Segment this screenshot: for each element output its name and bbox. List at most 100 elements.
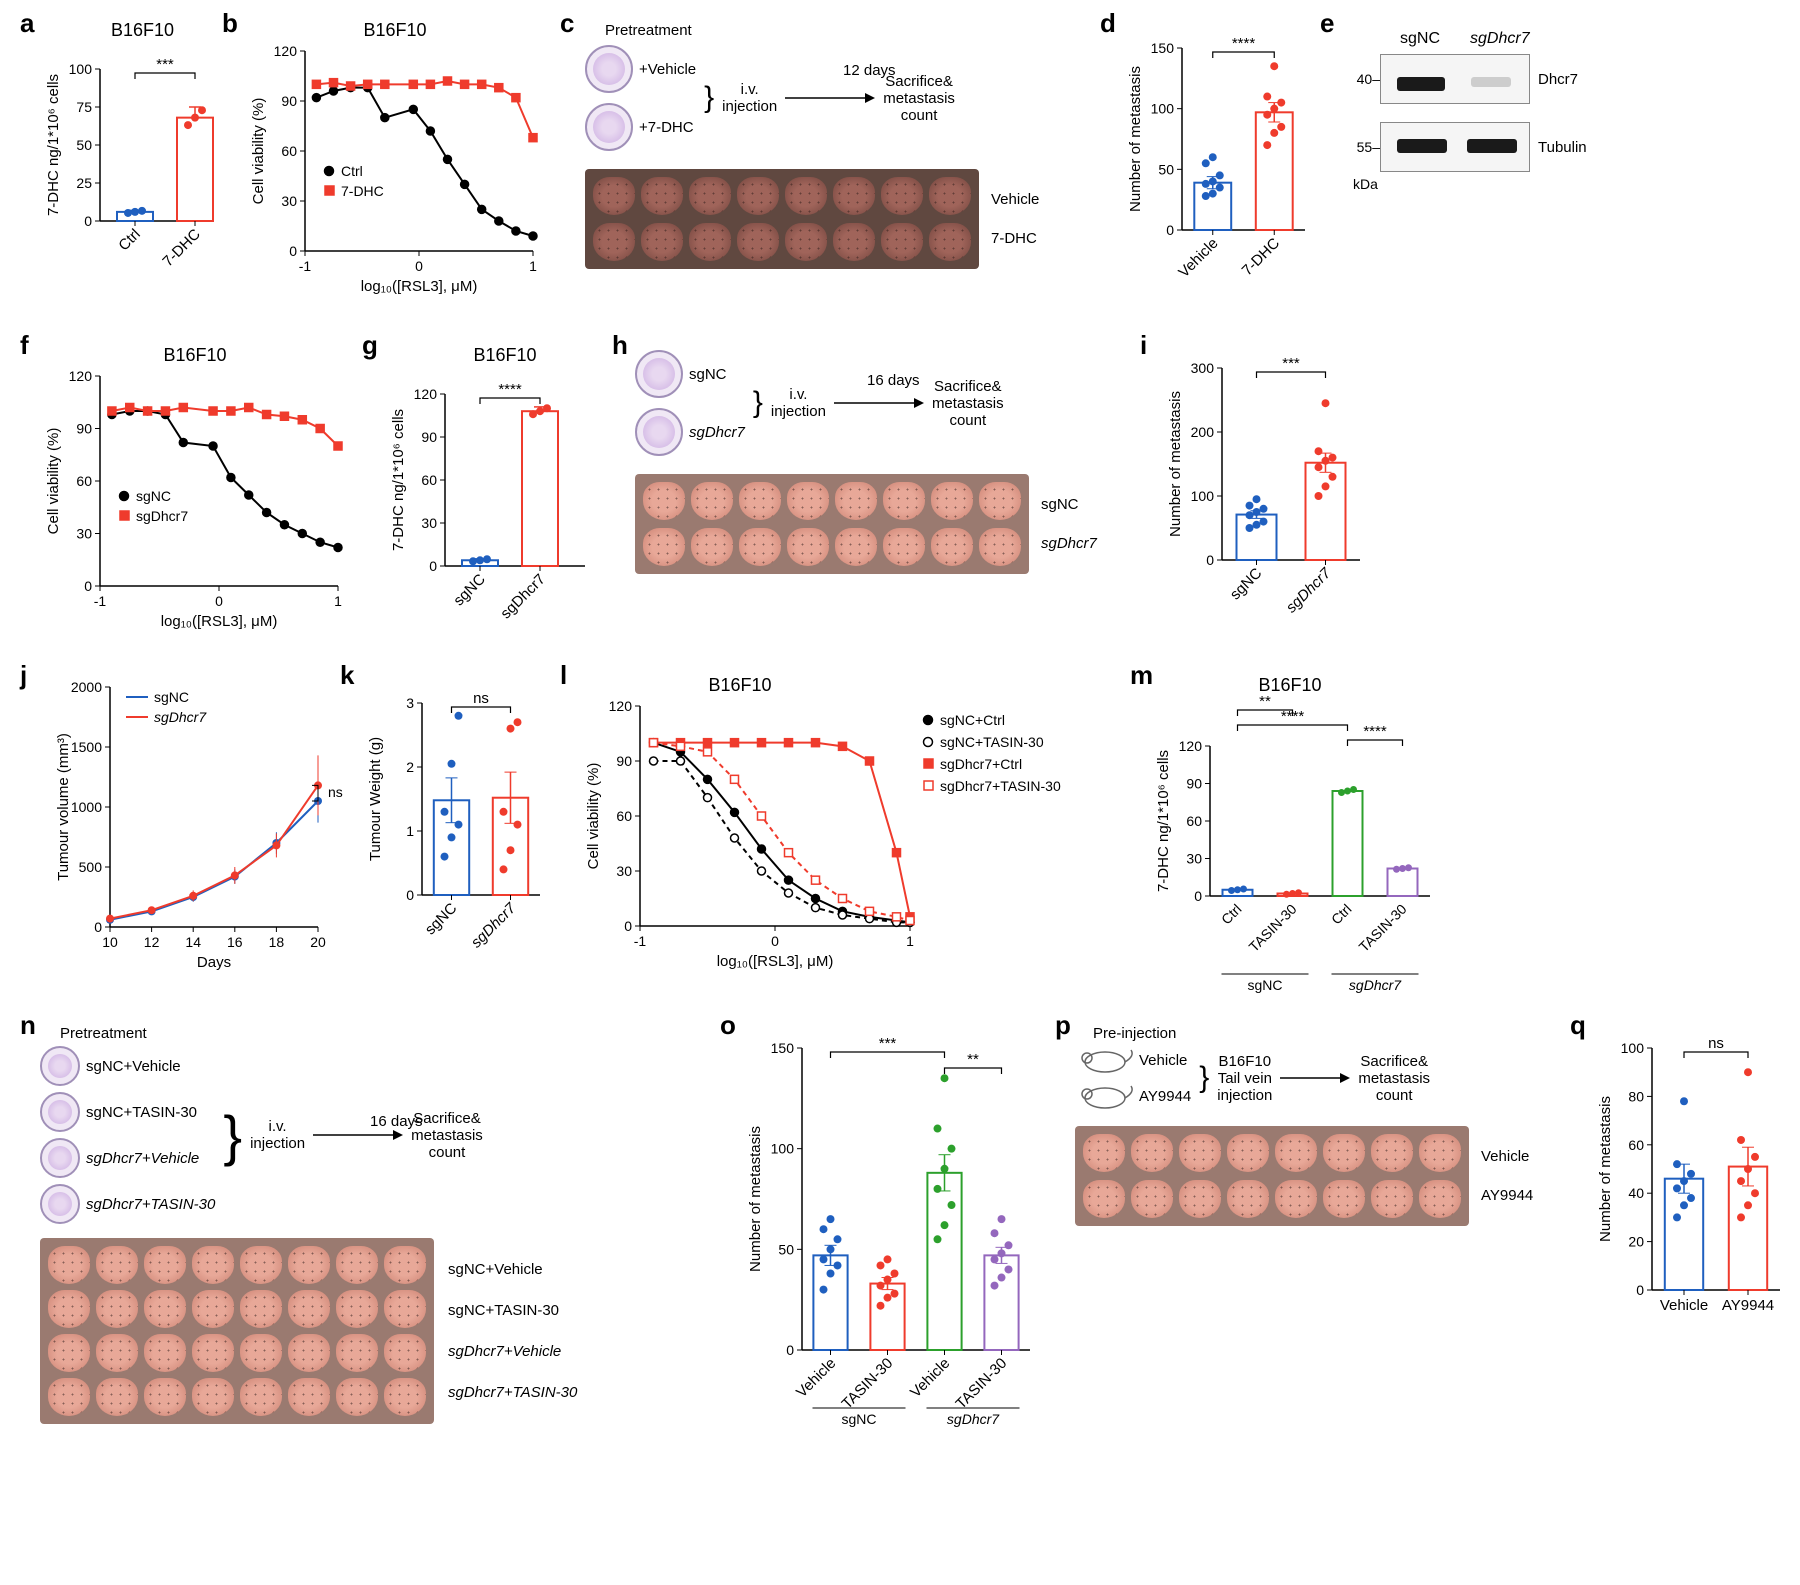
panel-l-svg: 0306090120-101log₁₀([RSL3], μM)Cell viab… (580, 696, 1120, 976)
svg-text:0: 0 (771, 933, 779, 949)
svg-text:300: 300 (1191, 360, 1215, 376)
svg-text:18: 18 (269, 934, 285, 950)
svg-text:log₁₀([RSL3], μM): log₁₀([RSL3], μM) (161, 613, 278, 630)
svg-text:7-DHC: 7-DHC (1239, 235, 1284, 280)
panel-h-l1: sgDhcr7 (689, 424, 745, 441)
panel-label-p: p (1055, 1010, 1071, 1041)
panel-j: 0500100015002000101214161820DaysTumour v… (40, 675, 330, 985)
panel-e-row0: Dhcr7 (1538, 71, 1578, 88)
svg-text:1: 1 (906, 933, 914, 949)
svg-text:100: 100 (69, 61, 93, 77)
panel-b-svg: 0306090120-101log₁₀([RSL3], μM)Cell viab… (245, 41, 545, 301)
panel-p-heading: Pre-injection (1093, 1025, 1560, 1042)
panel-c-photorow0: Vehicle (991, 191, 1039, 208)
svg-text:75: 75 (76, 99, 92, 115)
panel-h-l0: sgNC (689, 366, 727, 383)
panel-p: Pre-injection Vehicle AY9944 } B16F10 Ta… (1075, 1025, 1560, 1355)
svg-text:sgNC: sgNC (154, 689, 189, 705)
svg-text:30: 30 (616, 863, 632, 879)
svg-text:1500: 1500 (71, 739, 102, 755)
arrow-icon (834, 395, 924, 411)
svg-text:TASIN-30: TASIN-30 (839, 1355, 897, 1413)
panel-g-title: B16F10 (415, 345, 595, 366)
panel-p-photo (1075, 1126, 1469, 1226)
panel-e-lane0: sgNC (1400, 30, 1440, 48)
panel-q: 020406080100Number of metastasisVehicleA… (1590, 1020, 1790, 1340)
panel-h-f1: 16 days (867, 372, 920, 389)
panel-label-a: a (20, 8, 34, 39)
n-l1: sgNC+TASIN-30 (86, 1104, 197, 1121)
svg-text:Ctrl: Ctrl (341, 163, 363, 179)
svg-text:7-DHC ng/1*10⁶ cells: 7-DHC ng/1*10⁶ cells (1155, 750, 1172, 892)
svg-text:120: 120 (274, 43, 298, 59)
svg-text:**: ** (1259, 693, 1271, 710)
panel-i-svg: 0100200300Number of metastasissgNCsgDhcr… (1160, 340, 1370, 640)
svg-text:0: 0 (406, 887, 414, 903)
svg-text:0: 0 (624, 918, 632, 934)
brace-icon: } (1199, 1061, 1209, 1095)
svg-text:***: *** (156, 56, 174, 73)
svg-text:50: 50 (778, 1241, 794, 1257)
svg-text:sgNC+TASIN-30: sgNC+TASIN-30 (940, 734, 1044, 750)
n-l2: sgDhcr7+Vehicle (86, 1150, 199, 1167)
panel-label-d: d (1100, 8, 1116, 39)
svg-text:100: 100 (1621, 1040, 1645, 1056)
brace-icon: } (704, 81, 714, 115)
dish-icon (635, 408, 683, 456)
panel-label-i: i (1140, 330, 1147, 361)
svg-text:0: 0 (289, 243, 297, 259)
svg-text:20: 20 (310, 934, 326, 950)
panel-a-title: B16F10 (70, 20, 215, 41)
panel-a: B16F10 02550751007-DHC ng/1*10⁶ cellsCtr… (40, 20, 215, 310)
svg-text:Ctrl: Ctrl (1328, 901, 1355, 928)
panel-label-e: e (1320, 8, 1334, 39)
svg-text:sgDhcr7: sgDhcr7 (947, 1411, 1000, 1427)
dish-icon (40, 1138, 80, 1178)
svg-text:****: **** (1232, 35, 1256, 52)
dish-icon (40, 1092, 80, 1132)
svg-text:sgNC+Ctrl: sgNC+Ctrl (940, 712, 1005, 728)
svg-text:Cell viability (%): Cell viability (%) (250, 98, 267, 205)
svg-text:1: 1 (334, 593, 342, 609)
svg-text:Vehicle: Vehicle (793, 1355, 839, 1401)
svg-text:30: 30 (1186, 851, 1202, 867)
svg-text:****: **** (1363, 723, 1387, 740)
panel-g-svg: 03060901207-DHC ng/1*10⁶ cellssgNCsgDhcr… (385, 366, 595, 636)
panel-o-svg: 050100150Number of metastasisVehicleTASI… (740, 1020, 1040, 1430)
svg-text:Vehicle: Vehicle (1660, 1297, 1708, 1314)
svg-text:60: 60 (1186, 813, 1202, 829)
panel-i: 0100200300Number of metastasissgNCsgDhcr… (1160, 340, 1370, 650)
svg-text:80: 80 (1628, 1088, 1644, 1104)
svg-text:Vehicle: Vehicle (907, 1355, 953, 1401)
svg-text:Ctrl: Ctrl (115, 226, 144, 255)
svg-text:90: 90 (281, 93, 297, 109)
svg-text:40: 40 (1628, 1185, 1644, 1201)
svg-text:sgNC: sgNC (841, 1411, 876, 1427)
svg-text:0: 0 (94, 919, 102, 935)
svg-text:90: 90 (76, 421, 92, 437)
svg-text:log₁₀([RSL3], μM): log₁₀([RSL3], μM) (717, 953, 834, 970)
p-l0: Vehicle (1139, 1052, 1187, 1069)
panel-d: 050100150Number of metastasisVehicle7-DH… (1120, 20, 1315, 320)
panel-e-row1: Tubulin (1538, 139, 1587, 156)
svg-text:log₁₀([RSL3], μM): log₁₀([RSL3], μM) (361, 278, 478, 295)
svg-text:Tumour volume (mm³): Tumour volume (mm³) (55, 733, 72, 881)
svg-text:12: 12 (144, 934, 160, 950)
panel-e-kda: kDa (1353, 176, 1595, 192)
svg-text:TASIN-30: TASIN-30 (1356, 901, 1410, 955)
svg-text:***: *** (1282, 355, 1300, 372)
svg-text:Days: Days (197, 954, 231, 971)
panel-b: B16F10 0306090120-101log₁₀([RSL3], μM)Ce… (245, 20, 545, 310)
panel-k-svg: 0123Tumour Weight (g)sgNCsgDhcr7ns (360, 675, 550, 975)
panel-label-c: c (560, 8, 574, 39)
svg-text:500: 500 (79, 859, 103, 875)
panel-label-b: b (222, 8, 238, 39)
mouse-icon (1075, 1082, 1133, 1110)
svg-text:Number of metastasis: Number of metastasis (1597, 1096, 1614, 1242)
panel-e: sgNC sgDhcr7 40– Dhcr7 55– Tubulin kDa (1345, 30, 1595, 290)
svg-text:Cell viability (%): Cell viability (%) (585, 763, 602, 870)
svg-text:10: 10 (102, 934, 118, 950)
svg-text:25: 25 (76, 175, 92, 191)
panel-h-f2: Sacrifice& metastasis count (932, 378, 1004, 429)
svg-text:0: 0 (84, 578, 92, 594)
